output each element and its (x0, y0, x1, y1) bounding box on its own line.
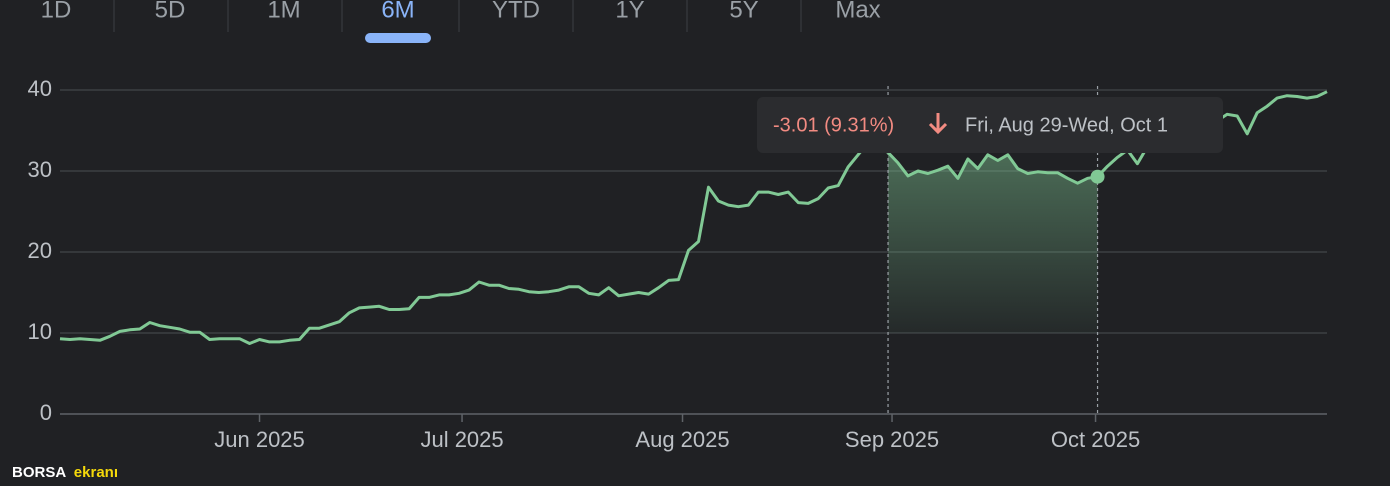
y-tick-label: 30 (28, 157, 52, 182)
range-tab[interactable]: 1D (41, 0, 72, 23)
y-tick-label: 0 (40, 400, 52, 425)
range-tab[interactable]: 6M (381, 0, 414, 23)
plot (59, 90, 1328, 345)
tooltip: -3.01 (9.31%) Fri, Aug 29-Wed, Oct 1 (757, 97, 1223, 153)
down-arrow-icon (928, 113, 948, 135)
price-line (59, 90, 1328, 345)
range-tab[interactable]: 5D (155, 0, 186, 23)
selection-area (888, 152, 1098, 334)
y-tick-label: 40 (28, 76, 52, 101)
selected-indicator (365, 33, 431, 43)
range-tab[interactable]: Max (835, 0, 880, 23)
y-tick-label: 10 (28, 319, 52, 344)
range-tab[interactable]: 1Y (615, 0, 644, 23)
range-tabs: 1D 5D 1M 6M YTD 1Y 5Y Max (41, 0, 881, 43)
watermark-b: ekranı (74, 464, 118, 481)
range-label: Fri, Aug 29-Wed, Oct 1 (965, 114, 1168, 136)
x-tick-label: Jul 2025 (420, 427, 503, 452)
range-tab[interactable]: 1M (267, 0, 300, 23)
y-tick-label: 20 (28, 238, 52, 263)
x-tick-label: Aug 2025 (635, 427, 729, 452)
grid (60, 89, 1327, 415)
tooltip-box (757, 97, 1223, 153)
range-tab[interactable]: 5Y (729, 0, 758, 23)
axes: 0 10 20 30 40 Jun 2025 Jul 2025 Aug 2025 Sep 202… (28, 76, 1141, 452)
selection-end-point (1090, 169, 1105, 184)
x-tick-label: Jun 2025 (214, 427, 305, 452)
watermark: BORSA ekranı (12, 464, 118, 481)
x-tick-label: Sep 2025 (845, 427, 939, 452)
range-tab[interactable]: YTD (492, 0, 540, 23)
x-tick-label: Oct 2025 (1051, 427, 1140, 452)
watermark-a: BORSA (12, 464, 66, 481)
change-label: -3.01 (9.31%) (773, 114, 894, 136)
